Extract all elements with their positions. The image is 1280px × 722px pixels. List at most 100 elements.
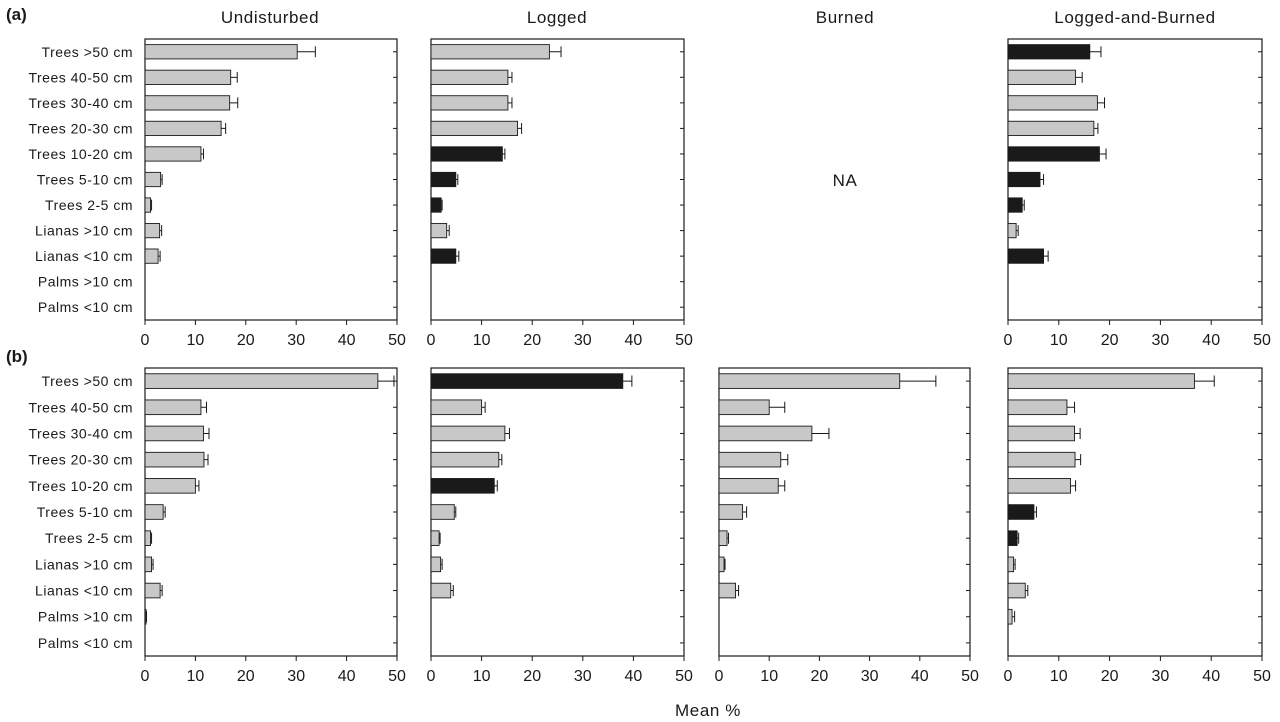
- error-bar-trees-30-40-cm: [203, 427, 210, 440]
- error-bar-trees-30-40-cm: [504, 427, 510, 440]
- category-label-trees-30-40-cm: Trees 30-40 cm: [28, 95, 133, 111]
- error-bar-lianas-10-cm: [446, 225, 450, 237]
- x-tick-label: 10: [473, 332, 491, 349]
- x-tick-label: 50: [675, 668, 693, 685]
- bar-trees-10-20-cm: [430, 478, 495, 494]
- bar-trees-40-50-cm: [144, 399, 202, 416]
- error-bar-trees-10-20-cm: [778, 480, 786, 492]
- error-bar-trees-10-20-cm: [494, 480, 498, 492]
- bar-trees-2-5-cm: [430, 197, 442, 213]
- bar-lianas-10-cm: [718, 556, 725, 573]
- error-bar-trees-50-cm: [1194, 375, 1215, 387]
- error-bar-trees-40-50-cm: [481, 401, 486, 413]
- error-bar-trees-2-5-cm: [727, 532, 730, 544]
- row-label-b: (b): [6, 347, 28, 366]
- category-label-trees-10-20-cm: Trees 10-20 cm: [28, 146, 133, 162]
- error-bar-trees-5-10-cm: [1033, 506, 1037, 518]
- error-bar-lianas-10-cm: [1043, 250, 1049, 262]
- category-label-palms-10-cm: Palms <10 cm: [38, 299, 133, 315]
- bar-lianas-10-cm: [144, 248, 159, 264]
- error-bar-trees-5-10-cm: [163, 506, 166, 518]
- category-label-trees-40-50-cm: Trees 40-50 cm: [28, 399, 133, 415]
- bar-trees-20-30-cm: [430, 451, 500, 468]
- x-tick-label: 0: [715, 668, 724, 685]
- bar-trees-30-40-cm: [718, 425, 813, 442]
- error-bar-lianas-10-cm: [450, 584, 454, 597]
- error-bar-trees-30-40-cm: [1074, 427, 1081, 440]
- bar-trees-20-30-cm: [430, 120, 518, 137]
- bar-lianas-10-cm: [1007, 582, 1026, 599]
- category-label-trees-5-10-cm: Trees 5-10 cm: [37, 172, 133, 188]
- x-tick-label: 30: [287, 332, 305, 349]
- bar-trees-2-5-cm: [1007, 197, 1023, 213]
- error-bar-trees-5-10-cm: [160, 174, 163, 185]
- bar-trees-20-30-cm: [144, 120, 222, 137]
- bar-trees-10-20-cm: [1007, 146, 1100, 162]
- x-tick-label: 20: [237, 668, 255, 685]
- bar-lianas-10-cm: [430, 556, 442, 573]
- bar-trees-2-5-cm: [1007, 530, 1018, 546]
- bar-trees-10-20-cm: [144, 146, 202, 162]
- bar-trees-30-40-cm: [144, 425, 204, 442]
- error-bar-trees-5-10-cm: [455, 174, 459, 185]
- error-bar-trees-50-cm: [622, 375, 633, 387]
- bar-trees-30-40-cm: [1007, 425, 1075, 442]
- x-tick-label: 0: [427, 332, 436, 349]
- category-label-trees-5-10-cm: Trees 5-10 cm: [37, 504, 133, 520]
- error-bar-trees-40-50-cm: [230, 71, 238, 83]
- x-tick-label: 10: [1050, 332, 1068, 349]
- x-tick-label: 50: [675, 332, 693, 349]
- error-bar-trees-2-5-cm: [150, 532, 153, 544]
- x-tick-label: 10: [473, 668, 491, 685]
- category-label-palms-10-cm: Palms >10 cm: [38, 609, 133, 625]
- error-bar-palms-10-cm: [1012, 611, 1016, 623]
- bar-trees-40-50-cm: [718, 399, 770, 416]
- bar-lianas-10-cm: [144, 556, 153, 573]
- x-tick-label: 40: [338, 332, 356, 349]
- bar-trees-5-10-cm: [1007, 171, 1041, 188]
- error-bar-lianas-10-cm: [1013, 558, 1016, 570]
- bar-trees-30-40-cm: [430, 425, 506, 442]
- bar-trees-50-cm: [430, 44, 550, 60]
- x-tick-label: 50: [388, 332, 406, 349]
- error-bar-trees-5-10-cm: [742, 506, 748, 518]
- bar-trees-10-20-cm: [430, 146, 503, 162]
- category-label-lianas-10-cm: Lianas <10 cm: [35, 583, 133, 599]
- error-bar-lianas-10-cm: [735, 584, 740, 597]
- error-bar-lianas-10-cm: [440, 558, 443, 570]
- error-bar-trees-40-50-cm: [507, 71, 513, 83]
- bar-lianas-10-cm: [1007, 248, 1045, 264]
- bar-lianas-10-cm: [1007, 556, 1015, 573]
- error-bar-trees-2-5-cm: [150, 199, 153, 211]
- category-label-trees-20-30-cm: Trees 20-30 cm: [28, 120, 133, 136]
- x-tick-label: 0: [141, 668, 150, 685]
- category-label-trees-20-30-cm: Trees 20-30 cm: [28, 452, 133, 468]
- bar-trees-40-50-cm: [430, 399, 483, 416]
- error-bar-trees-40-50-cm: [200, 401, 207, 413]
- column-title-undisturbed: Undisturbed: [221, 8, 319, 27]
- bar-lianas-10-cm: [1007, 222, 1017, 239]
- bar-trees-50-cm: [144, 44, 298, 60]
- error-bar-trees-20-30-cm: [780, 454, 789, 466]
- error-bar-trees-5-10-cm: [454, 506, 457, 518]
- error-bar-palms-10-cm: [146, 611, 148, 623]
- category-label-trees-10-20-cm: Trees 10-20 cm: [28, 478, 133, 494]
- error-bar-trees-50-cm: [297, 46, 316, 58]
- bar-trees-2-5-cm: [144, 197, 151, 213]
- bar-trees-30-40-cm: [430, 95, 509, 111]
- x-tick-label: 20: [237, 332, 255, 349]
- error-bar-trees-50-cm: [899, 375, 937, 387]
- bar-lianas-10-cm: [430, 582, 452, 599]
- bar-lianas-10-cm: [430, 222, 448, 239]
- na-label: NA: [833, 171, 858, 190]
- x-tick-label: 30: [574, 332, 592, 349]
- error-bar-lianas-10-cm: [160, 584, 163, 597]
- error-bar-trees-30-40-cm: [229, 97, 239, 109]
- bar-lianas-10-cm: [144, 222, 161, 239]
- bar-lianas-10-cm: [430, 248, 457, 264]
- error-bar-trees-30-40-cm: [1097, 97, 1106, 109]
- x-axis-label: Mean %: [675, 701, 741, 720]
- x-tick-label: 40: [338, 668, 356, 685]
- error-bar-lianas-10-cm: [1025, 584, 1029, 597]
- x-tick-label: 40: [625, 332, 643, 349]
